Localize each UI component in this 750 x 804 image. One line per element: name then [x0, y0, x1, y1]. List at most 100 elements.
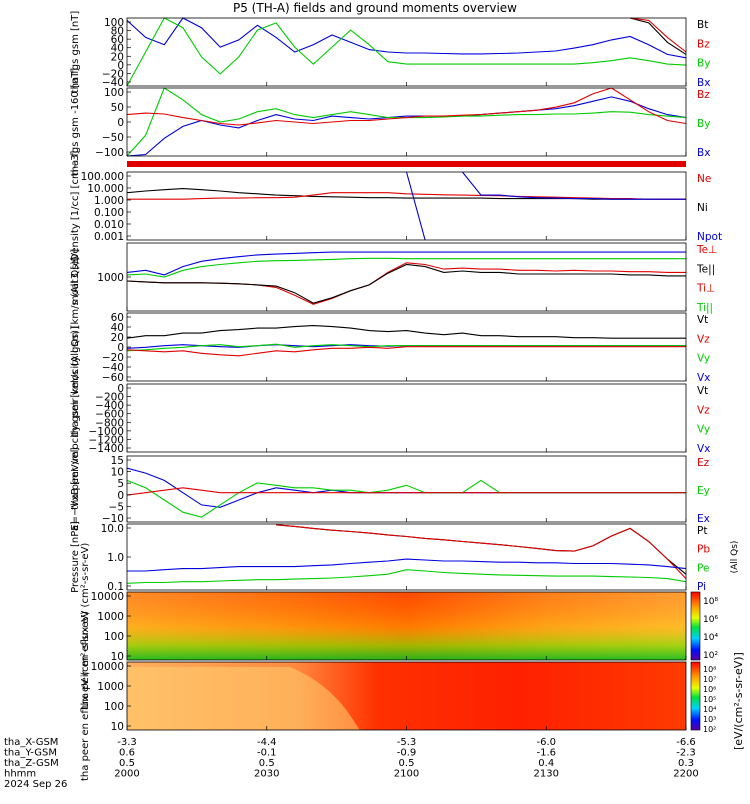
- y-tick-label: 100: [104, 17, 124, 29]
- colorbar-tick: 10⁵: [703, 695, 716, 704]
- y-tick-label: 1.0: [107, 552, 124, 564]
- y-tick-label: 100: [104, 701, 124, 713]
- y-tick-label: −600: [95, 409, 124, 421]
- legend-Ex: Ex: [697, 513, 710, 525]
- y-axis-label: moat3 [eV]: [70, 249, 81, 305]
- red-band: [127, 161, 686, 167]
- y-tick-label: −20: [102, 68, 124, 80]
- y-tick-label: 0.001: [94, 231, 124, 243]
- legend-Pe: Pe: [697, 562, 709, 574]
- y-tick-label: 1000: [97, 681, 124, 693]
- y-tick-label: 0: [117, 60, 124, 72]
- series-Bz: [126, 87, 687, 126]
- legend-Pt: Pt: [697, 525, 707, 537]
- footer-value: 0.5: [399, 758, 415, 769]
- panel-frame: [126, 523, 687, 591]
- y-axis-label: E=−VxB [mV/m]: [70, 447, 81, 530]
- footer-value: -6.6: [676, 737, 696, 748]
- footer-value: 0.5: [259, 758, 275, 769]
- y-tick-label: −400: [95, 400, 124, 412]
- footer-value: 0.6: [119, 748, 135, 759]
- series-Ti||: [126, 257, 686, 278]
- panel-9: 10000 1000 100 10 tha peir en eflux eV (cm²-…: [80, 543, 687, 709]
- series-By: [126, 17, 687, 87]
- panel-8: 10.0 1.0 0.1 Pressure [nPa] Pt Pb Pe Pi (All Qs): [70, 521, 740, 593]
- legend-Ni: Ni: [697, 202, 708, 214]
- y-tick-label: 40: [111, 43, 124, 55]
- colorbar-tick: 10²: [703, 725, 716, 734]
- colorbar-tick: 10⁴: [703, 633, 718, 643]
- y-tick-label: 1000: [97, 272, 124, 284]
- footer-value: 2000: [114, 769, 139, 780]
- footer-value: -1.6: [536, 748, 556, 759]
- footer-value: 2200: [673, 769, 698, 780]
- colorbar-label: [eV/(cm²-s-sr-eV)]: [732, 652, 745, 750]
- footer-value: -3.3: [117, 737, 137, 748]
- y-tick-label: 1.000: [94, 195, 124, 207]
- y-tick-label: −20: [102, 352, 124, 364]
- legend-Pi: Pi: [697, 581, 706, 593]
- legend-Bz: Bz: [697, 89, 710, 101]
- panel-frame: [126, 17, 687, 87]
- legend-Npot: Npot: [697, 231, 722, 243]
- series-Bz: [630, 17, 687, 53]
- legend-By: By: [697, 58, 710, 70]
- footer-value: 2100: [394, 769, 419, 780]
- series-Ey: [126, 479, 686, 518]
- y-tick-label: 10000: [91, 661, 124, 673]
- legend-Ti⊥: Ti⊥: [696, 283, 715, 295]
- y-tick-label: −1200: [88, 434, 124, 446]
- colorbar-tick: 10⁶: [703, 615, 718, 625]
- y-axis-label: tha fgs gsm [nT]: [70, 11, 81, 94]
- heatmap-low-energy-layer: [127, 592, 686, 660]
- y-tick-label: −1000: [88, 426, 124, 438]
- panel-frame: [126, 383, 687, 453]
- legend-By: By: [697, 118, 710, 130]
- y-tick-label: 0: [117, 117, 124, 129]
- y-tick-label: −1400: [88, 443, 124, 455]
- footer-value: 0.4: [538, 758, 554, 769]
- series-Ez: [126, 487, 686, 496]
- panel-frame: [126, 171, 687, 241]
- series-Vz: [126, 346, 686, 357]
- legend-Bx: Bx: [697, 147, 710, 159]
- legend-Vx: Vx: [697, 372, 710, 384]
- y-tick-label: 100: [104, 87, 124, 99]
- y-axis-label: Pressure [nPa]: [70, 521, 81, 593]
- series-Ex: [126, 467, 686, 508]
- colorbar-tick: 10³: [703, 715, 716, 724]
- footer-label: hhmm: [4, 769, 36, 780]
- footer-value: -5.3: [397, 737, 417, 748]
- series-Bt: [629, 17, 687, 55]
- series-Ti⊥: [126, 251, 686, 276]
- y-tick-label: 10: [111, 651, 124, 663]
- footer-label: tha_Y-GSM: [4, 748, 57, 759]
- heatmap-pre-onset-region: [127, 667, 360, 730]
- y-tick-label: −800: [95, 417, 124, 429]
- y-tick-label: 0: [117, 383, 124, 395]
- footer-value: 2130: [534, 769, 559, 780]
- legend-Te⊥: Te⊥: [696, 244, 717, 256]
- legend-Vt: Vt: [697, 385, 708, 397]
- y-axis-label: tha peer velocity gsm [km/s (All Qs)]: [70, 326, 81, 510]
- legend-Pb: Pb: [697, 544, 710, 556]
- figure-title: P5 (TH-A) fields and ground moments over…: [233, 1, 517, 15]
- y-tick-label: −5: [109, 501, 124, 513]
- y-axis-label: Density [1/cc] [cm−3]: [70, 151, 81, 262]
- y-tick-label: −50: [102, 132, 124, 144]
- legend-Vz: Vz: [697, 404, 710, 416]
- y-tick-label: 20: [111, 51, 124, 63]
- y-tick-label: −100: [95, 147, 124, 159]
- y-tick-label: 60: [111, 312, 124, 324]
- footer-value: -2.3: [676, 748, 696, 759]
- y-tick-label: −40: [102, 77, 124, 89]
- y-tick-label: 15: [111, 455, 124, 467]
- footer-value: 0.5: [119, 758, 135, 769]
- y-tick-label: −40: [102, 362, 124, 374]
